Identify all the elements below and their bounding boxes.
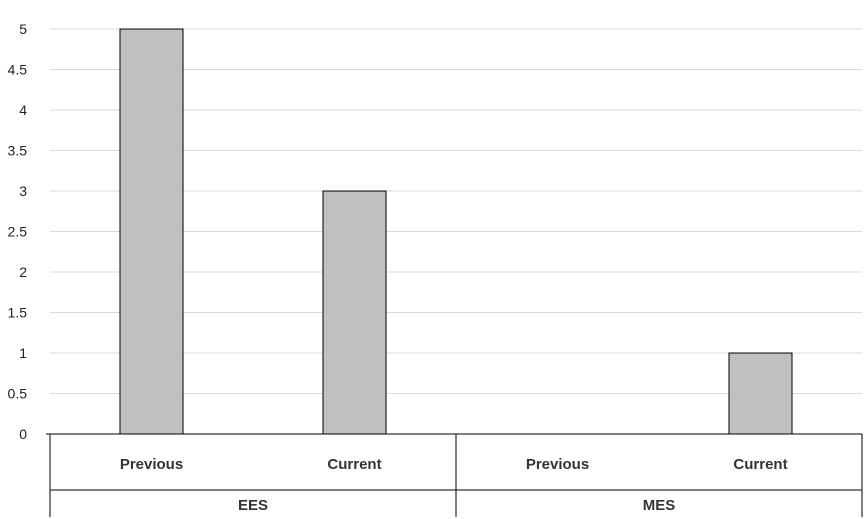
y-tick-label: 3.5 [8, 143, 28, 159]
x-group-label: MES [643, 497, 676, 514]
gridlines [50, 28, 862, 394]
x-category-label: Previous [526, 456, 589, 473]
y-tick-label: 2 [19, 264, 27, 280]
y-tick-label: 5 [19, 21, 27, 37]
x-category-label: Current [733, 456, 787, 473]
y-tick-label: 4 [19, 102, 27, 118]
axes [46, 433, 863, 517]
x-category-label: Previous [120, 456, 183, 473]
x-group-label: EES [238, 497, 268, 514]
y-tick-label: 0 [19, 426, 27, 442]
bar-ees-previous [119, 28, 184, 435]
bar-ees-current [322, 190, 387, 435]
labels: 0 0.5 1 1.5 2 2.5 3 3.5 4 4.5 5 Previous Current EES P… [8, 21, 788, 514]
y-tick-label: 2.5 [8, 224, 28, 240]
y-tick-label: 1 [19, 345, 27, 361]
y-tick-label: 4.5 [8, 62, 28, 78]
bar-mes-current [728, 352, 793, 435]
y-tick-label: 0.5 [8, 386, 28, 402]
y-tick-label: 3 [19, 183, 27, 199]
y-tick-label: 1.5 [8, 305, 28, 321]
x-category-label: Current [327, 456, 381, 473]
